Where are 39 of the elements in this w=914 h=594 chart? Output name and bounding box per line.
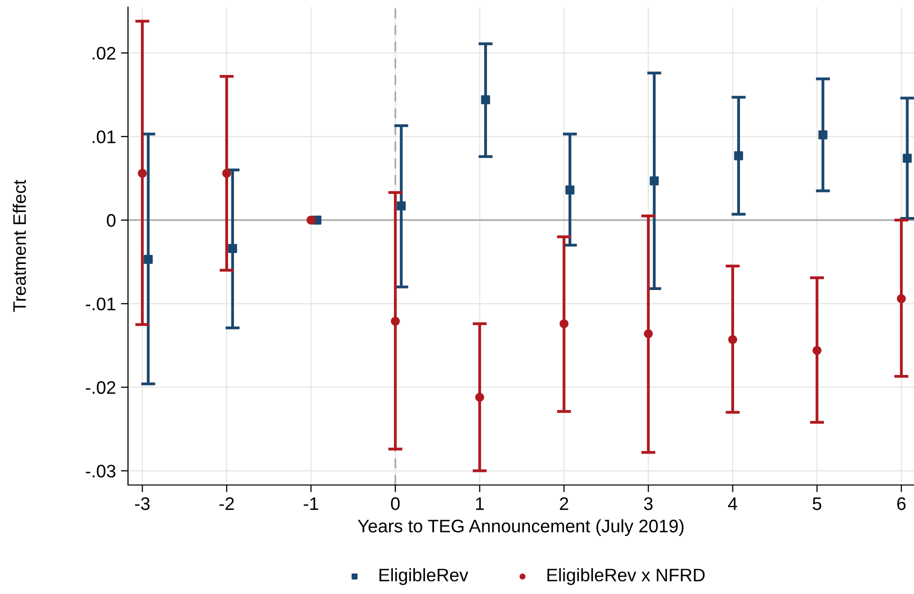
x-axis-title: Years to TEG Announcement (July 2019) [358, 519, 684, 536]
point [644, 329, 653, 338]
point [222, 168, 232, 178]
point [818, 130, 828, 140]
y-tick-label: -.02 [86, 381, 116, 394]
point [138, 168, 147, 178]
x-tick-label: -3 [135, 497, 150, 510]
point [144, 254, 153, 264]
y-tick-label: -.03 [86, 464, 116, 478]
x-tick-label: 4 [728, 497, 738, 510]
point [228, 244, 238, 254]
x-tick-label: 3 [644, 497, 653, 510]
point [565, 186, 574, 195]
y-tick-label: .01 [92, 130, 116, 144]
legend-label: EligibleRev [380, 568, 468, 585]
point [650, 176, 659, 186]
y-tick-label: .02 [92, 46, 116, 60]
y-tick-label: 0 [106, 214, 116, 227]
y-axis-title: Treatment Effect [12, 180, 26, 312]
legend-label: EligibleRev x NFRD [547, 568, 705, 585]
point [306, 216, 316, 225]
x-tick-label: 1 [476, 497, 484, 510]
point [728, 335, 738, 344]
x-tick-label: 5 [812, 497, 822, 510]
point [896, 294, 906, 304]
point [481, 95, 490, 104]
x-tick-label: 6 [897, 497, 906, 510]
point [902, 154, 912, 163]
point [390, 316, 400, 326]
x-tick-label: 2 [560, 497, 568, 510]
x-tick-label: 0 [391, 497, 400, 510]
y-tick-label: -.01 [86, 298, 116, 310]
point [734, 151, 744, 160]
point [560, 319, 569, 328]
point [396, 201, 406, 210]
x-tick-label: -1 [304, 497, 318, 510]
x-tick-label: -2 [219, 497, 234, 510]
point [812, 346, 822, 355]
point [475, 392, 484, 402]
